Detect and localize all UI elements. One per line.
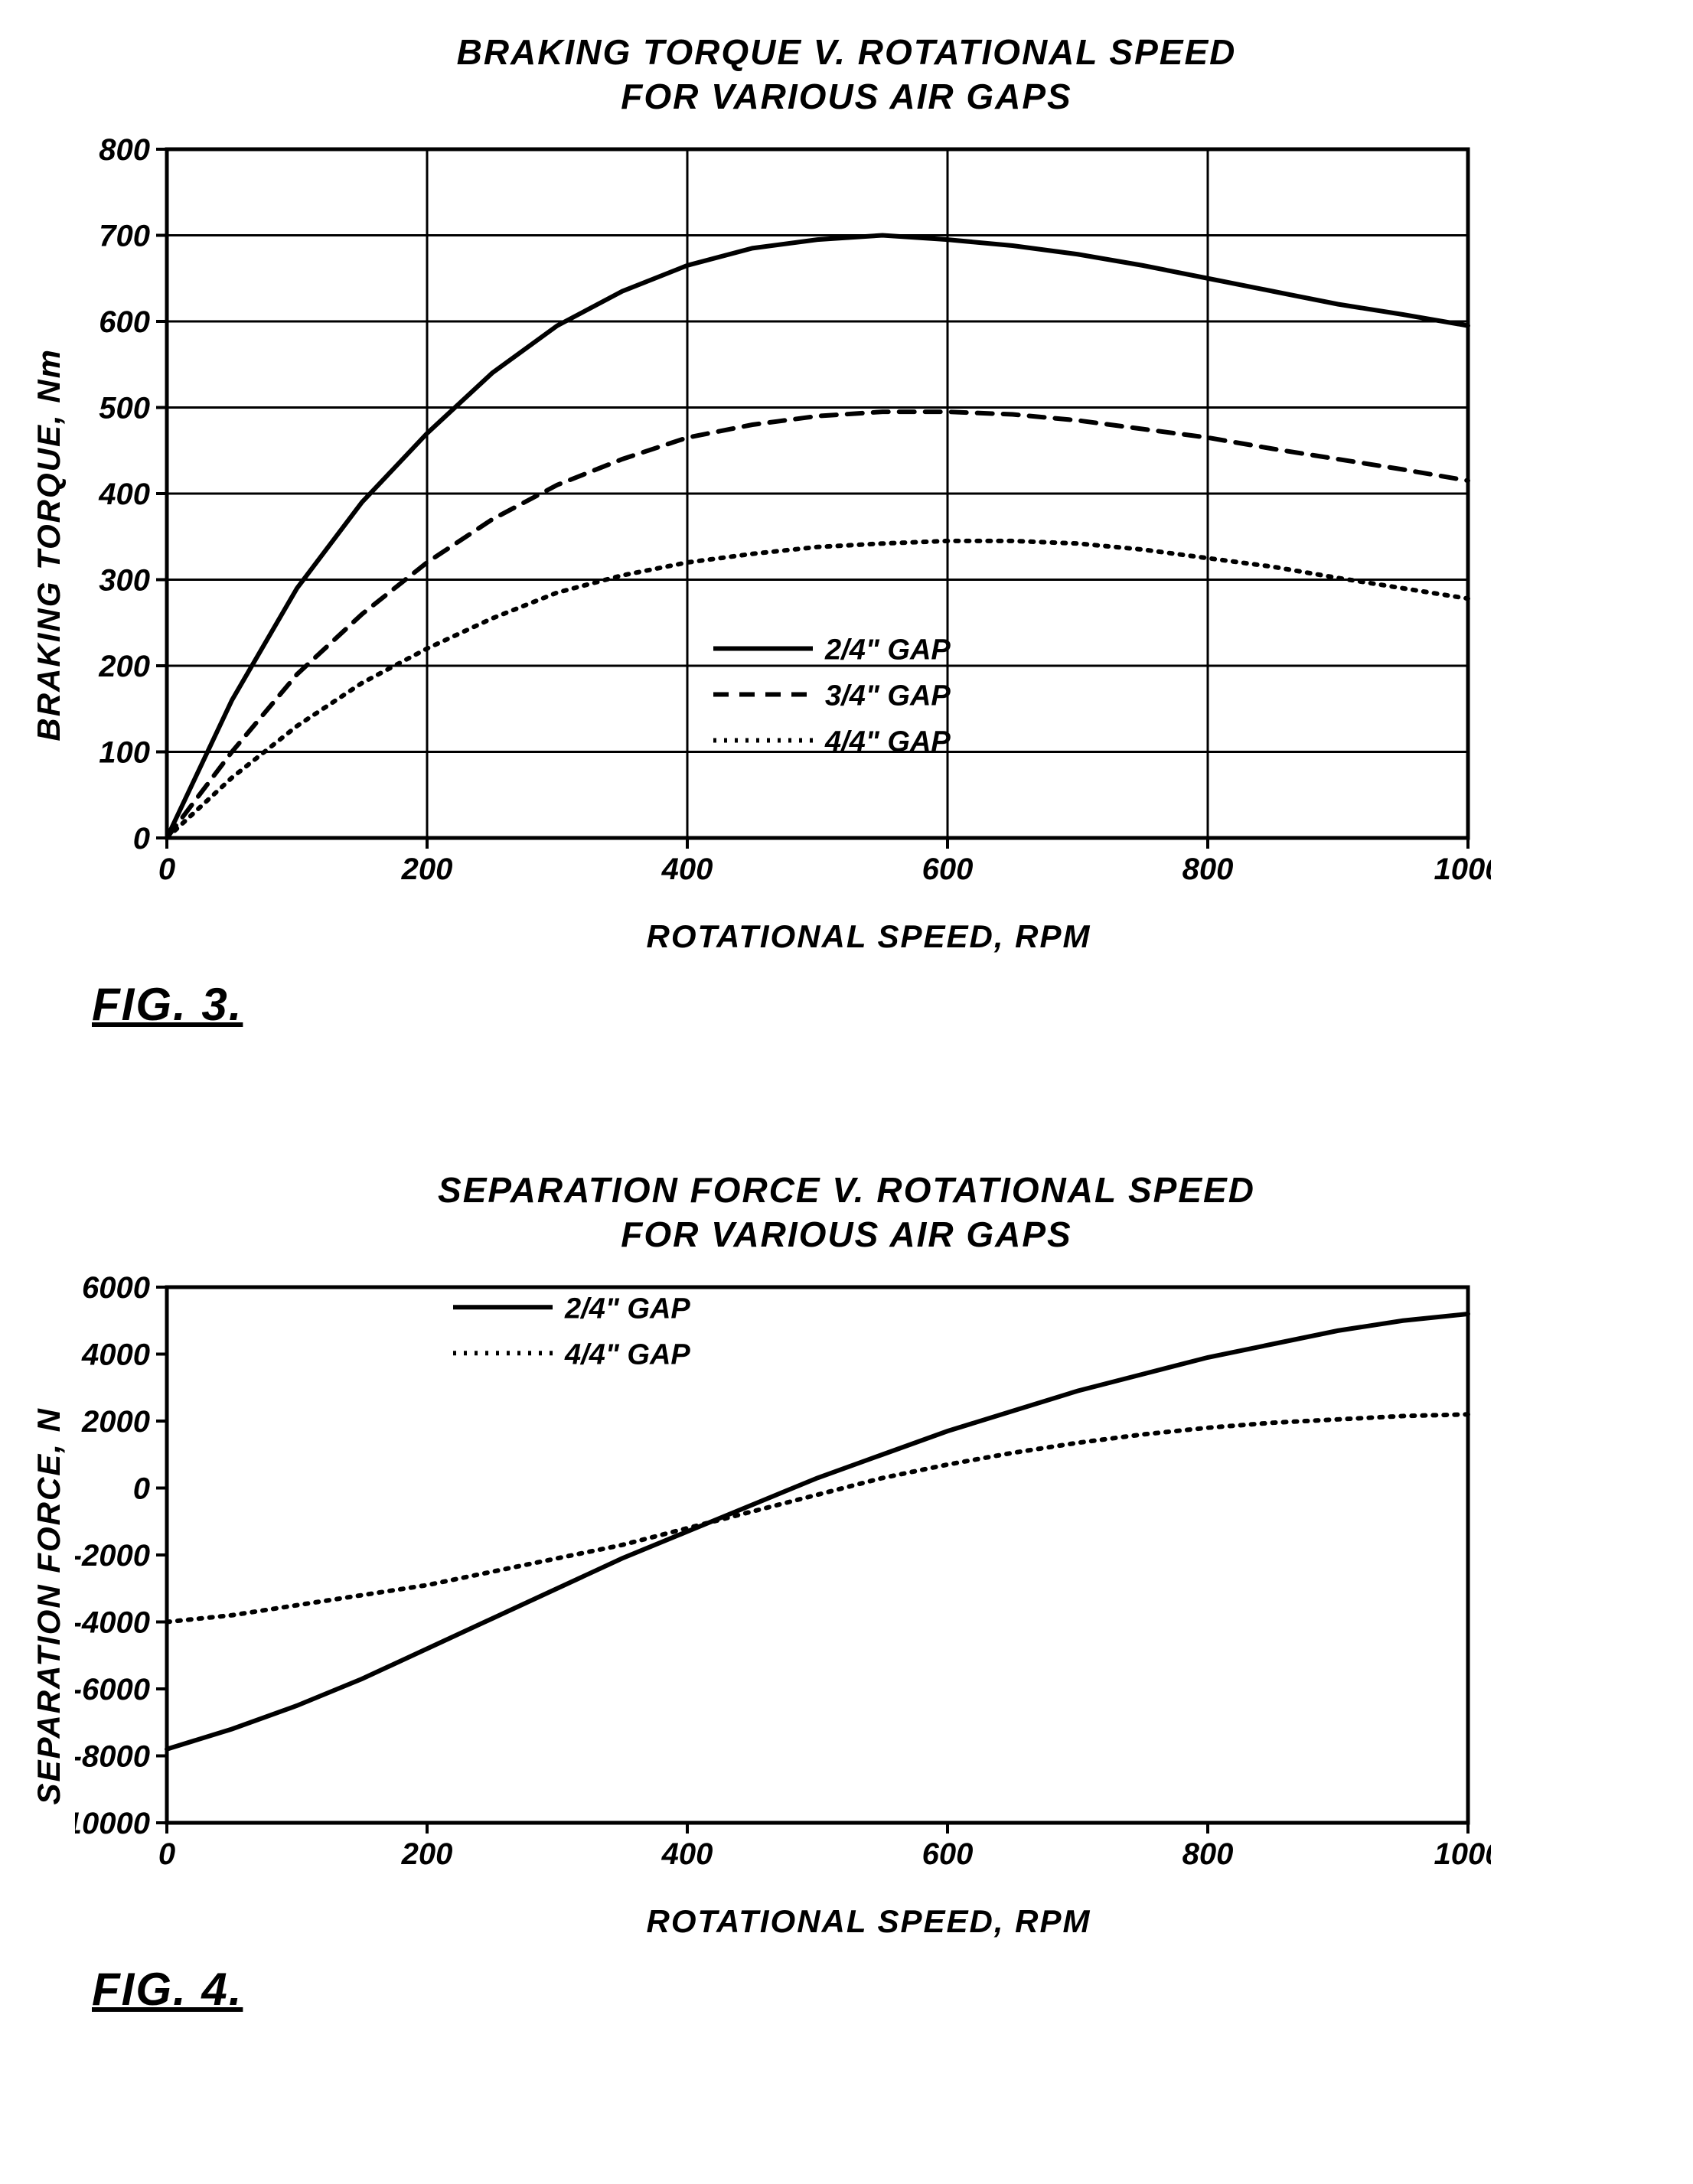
chart2-xlabel: ROTATIONAL SPEED, RPM [75,1903,1662,1940]
chart2-ylabel: SEPARATION FORCE, N [31,1407,67,1804]
svg-text:2/4" GAP: 2/4" GAP [564,1292,690,1325]
chart2-plot: -10000 -8000 -6000 -4000 -2000 0 2000 4000 6000 0… [75,1272,1491,1884]
svg-text:800: 800 [99,134,150,167]
svg-text:800: 800 [1182,1837,1234,1871]
svg-text:-10000: -10000 [75,1807,150,1840]
chart-separation-force: SEPARATION FORCE V. ROTATIONAL SPEEDFOR … [31,1169,1662,2016]
chart-braking-torque: BRAKING TORQUE V. ROTATIONAL SPEEDFOR VA… [31,31,1662,1031]
svg-text:1000: 1000 [1434,852,1491,886]
svg-text:200: 200 [401,1837,453,1871]
svg-text:-4000: -4000 [75,1606,150,1640]
svg-text:600: 600 [922,1837,974,1871]
svg-text:2/4" GAP: 2/4" GAP [824,634,951,667]
chart1-plot: 0 100 200 300 400 500 600 700 800 0 200 400 600 800 10… [75,134,1491,899]
svg-text:6000: 6000 [82,1272,150,1305]
svg-text:-2000: -2000 [75,1539,150,1573]
svg-text:0: 0 [158,852,175,886]
chart1-title: BRAKING TORQUE V. ROTATIONAL SPEEDFOR VA… [31,31,1662,119]
svg-text:400: 400 [661,852,713,886]
svg-text:300: 300 [99,564,150,598]
svg-text:600: 600 [99,305,150,339]
svg-text:200: 200 [401,852,453,886]
svg-text:0: 0 [133,822,150,856]
svg-text:-6000: -6000 [75,1673,150,1706]
svg-text:400: 400 [661,1837,713,1871]
fig3-label: FIG. 3. [92,978,1662,1031]
svg-text:500: 500 [99,392,150,425]
svg-text:200: 200 [98,650,150,683]
svg-text:1000: 1000 [1434,1837,1491,1871]
svg-text:4/4" GAP: 4/4" GAP [824,726,951,758]
svg-text:3/4" GAP: 3/4" GAP [825,680,951,712]
svg-text:4/4" GAP: 4/4" GAP [564,1338,690,1371]
svg-text:2000: 2000 [81,1405,150,1439]
svg-text:700: 700 [99,220,150,253]
svg-text:100: 100 [99,736,150,770]
svg-text:600: 600 [922,852,974,886]
svg-text:400: 400 [98,478,150,511]
svg-text:-8000: -8000 [75,1740,150,1774]
chart2-title: SEPARATION FORCE V. ROTATIONAL SPEEDFOR … [31,1169,1662,1257]
chart1-ylabel: BRAKING TORQUE, Nm [31,348,67,742]
svg-text:0: 0 [133,1472,150,1506]
svg-text:4000: 4000 [81,1338,150,1372]
svg-text:800: 800 [1182,852,1234,886]
fig4-label: FIG. 4. [92,1963,1662,2016]
svg-text:0: 0 [158,1837,175,1871]
chart1-xlabel: ROTATIONAL SPEED, RPM [75,918,1662,955]
